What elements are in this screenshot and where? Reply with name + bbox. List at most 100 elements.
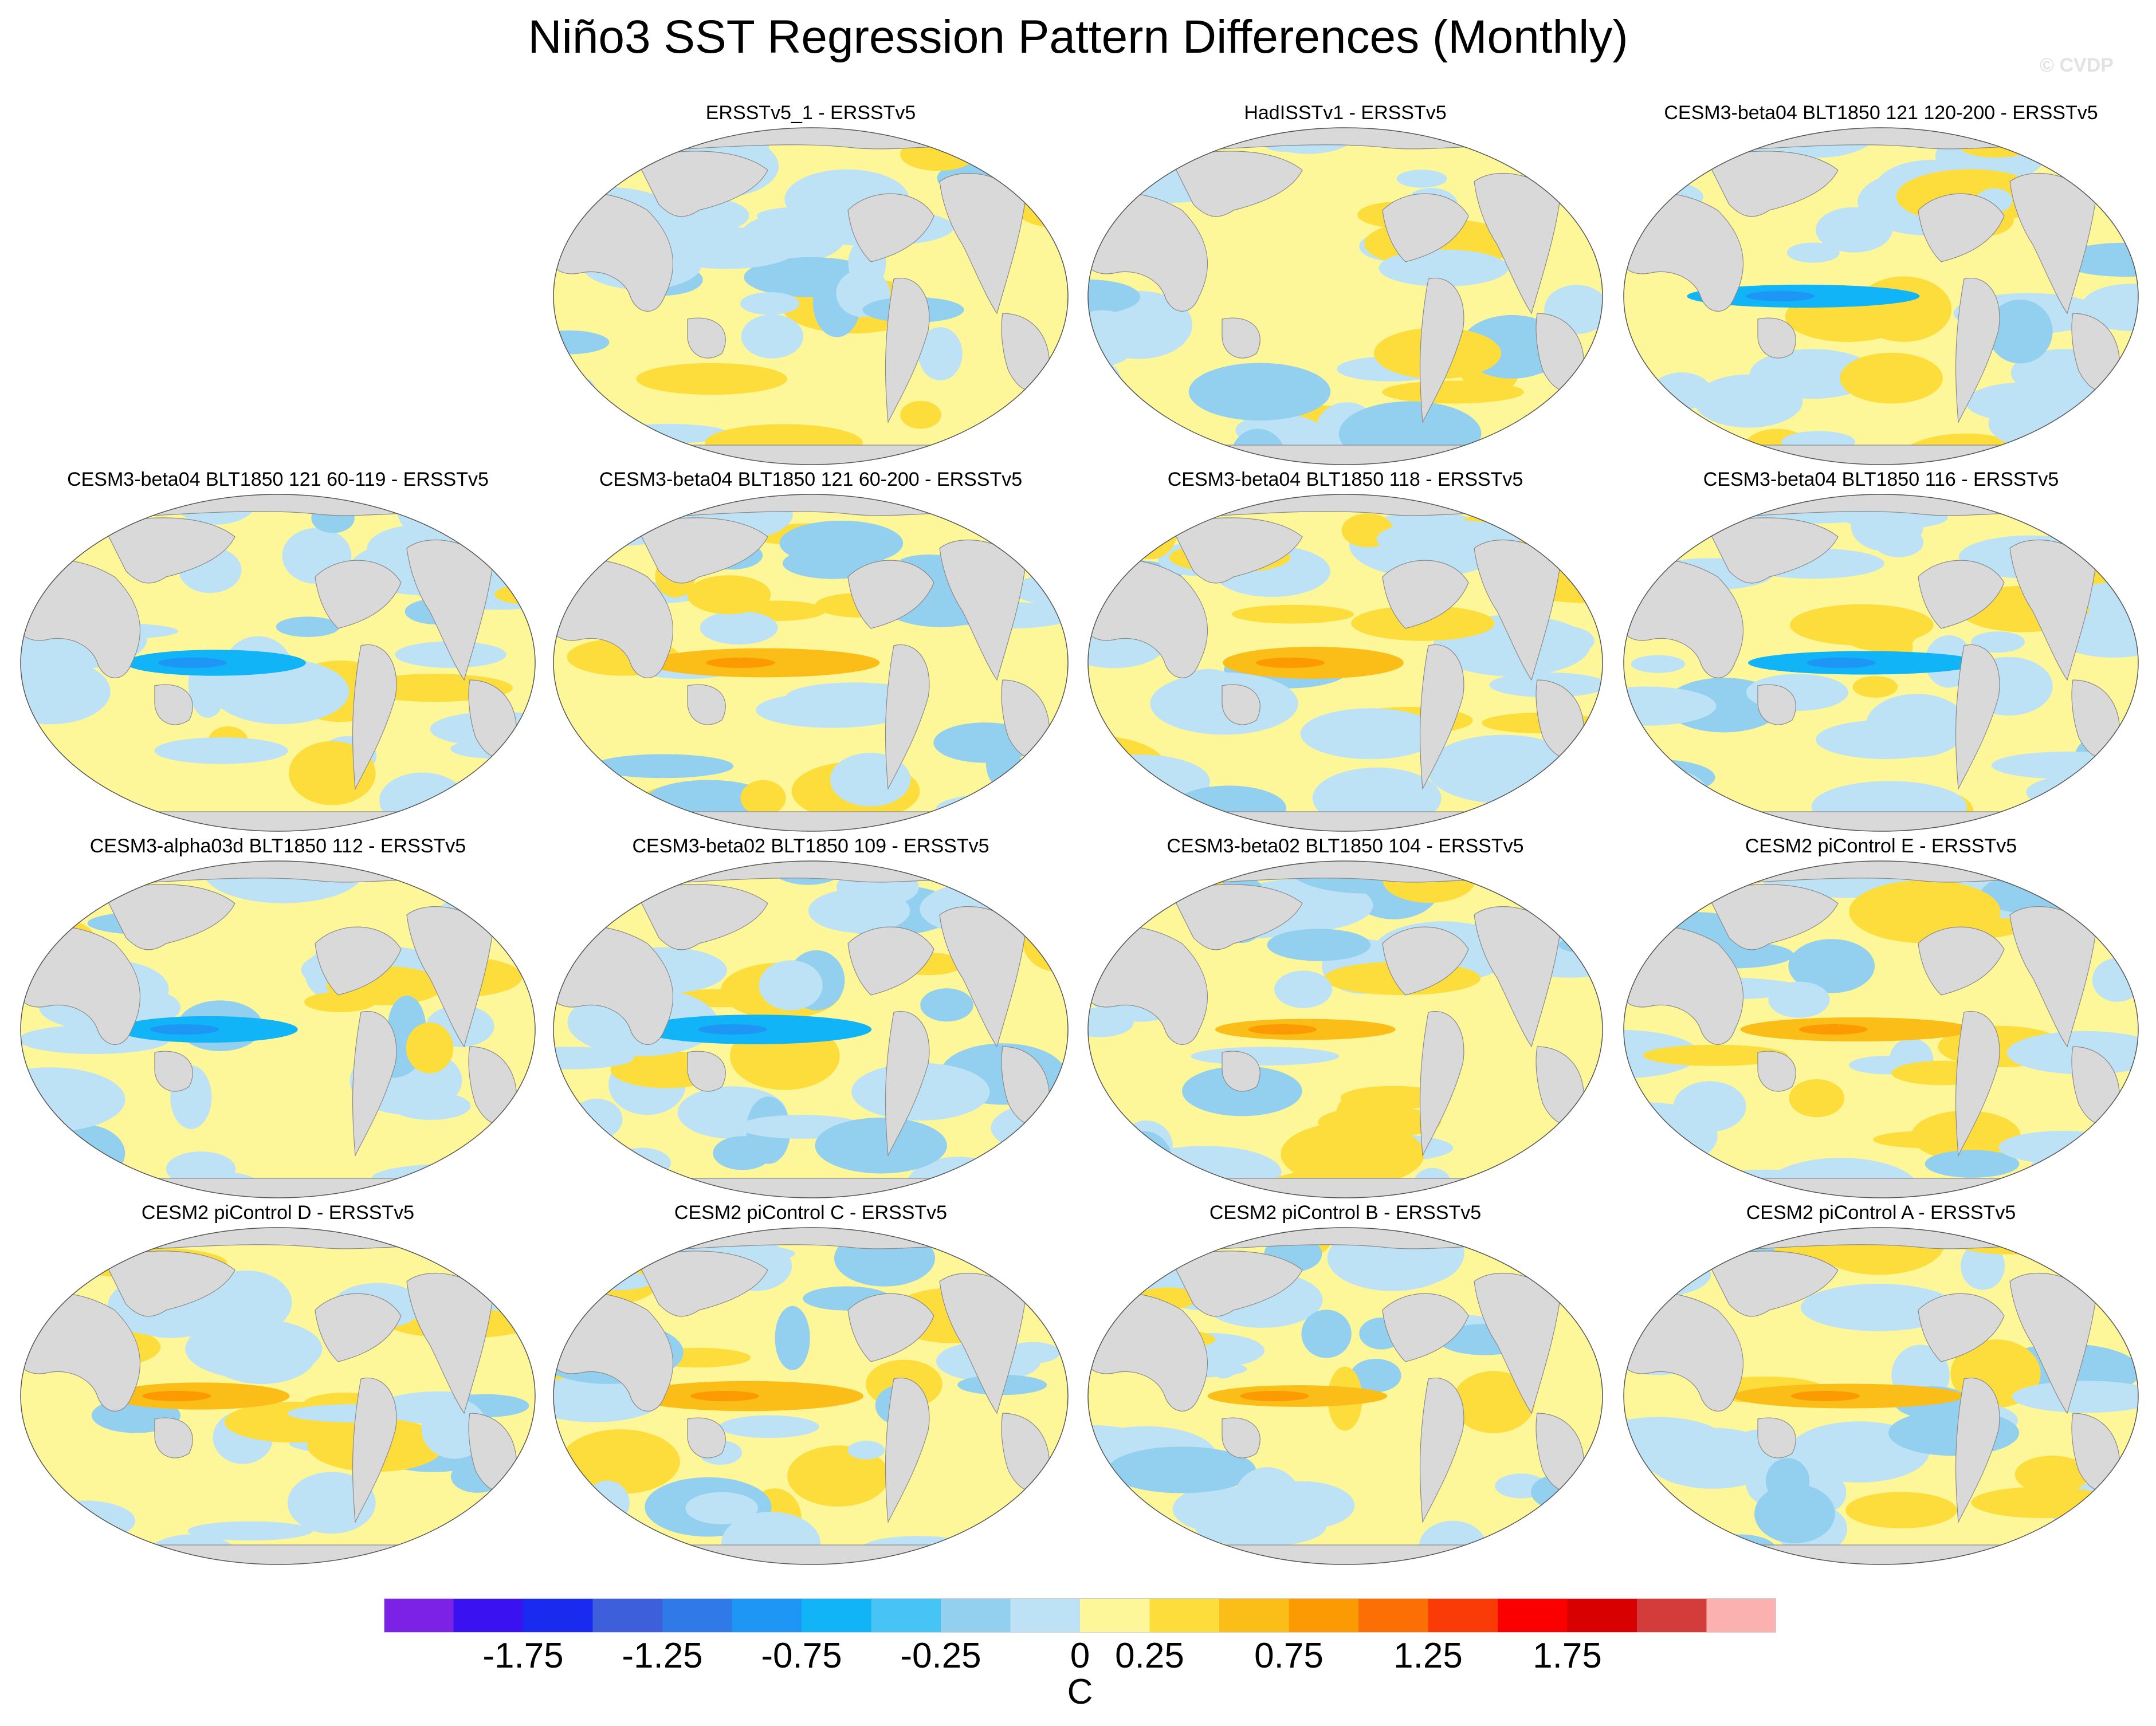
anomaly-region — [564, 1228, 661, 1251]
anomaly-region — [685, 1492, 758, 1524]
anomaly-region — [1631, 655, 1686, 673]
anomaly-region — [1965, 382, 2083, 422]
map-panel — [1623, 494, 2139, 832]
anomaly-region — [713, 1136, 772, 1170]
land-mass — [1088, 1292, 1208, 1412]
colorbar-box — [871, 1598, 941, 1633]
anomaly-region — [2078, 1265, 2128, 1286]
anomaly-region — [612, 1147, 671, 1178]
equatorial-core — [1240, 1391, 1309, 1401]
anomaly-region — [21, 792, 85, 831]
anomaly-region — [2053, 419, 2138, 455]
land-mass — [1624, 925, 1743, 1045]
anomaly-region — [593, 754, 734, 779]
land-mass — [1955, 644, 2000, 791]
map-outline — [553, 127, 1069, 465]
land-mass — [885, 644, 930, 791]
anomaly-region — [1267, 929, 1371, 961]
map-panel — [1087, 1227, 1603, 1565]
equatorial-core — [1256, 658, 1325, 668]
anomaly-region — [560, 1429, 680, 1495]
anomaly-region — [636, 363, 787, 395]
anomaly-region — [2014, 1456, 2090, 1493]
anomaly-region — [1281, 1122, 1424, 1186]
anomaly-region — [1300, 708, 1440, 760]
anomaly-region — [1231, 604, 1354, 624]
land-mass — [1088, 192, 1208, 312]
panel-title: CESM2 piControl C - ERSSTv5 — [674, 1202, 948, 1224]
land-mass — [1222, 317, 1260, 359]
anomaly-region — [1566, 443, 1603, 465]
colorbar-box — [1498, 1598, 1568, 1633]
land-mass — [1706, 1251, 1839, 1317]
panel-title: CESM2 piControl D - ERSSTv5 — [141, 1202, 415, 1224]
anomaly-region — [477, 1173, 535, 1198]
anomaly-region — [808, 888, 910, 933]
anomaly-region — [719, 1415, 819, 1438]
colorbar-box — [1358, 1598, 1428, 1633]
anomaly-region — [1452, 1371, 1535, 1433]
land-mass — [1419, 277, 1464, 424]
land-mass — [1918, 926, 2005, 996]
anomaly-region — [21, 504, 111, 525]
land-mass — [352, 644, 397, 791]
land-mass — [352, 1011, 397, 1157]
anomaly-region — [21, 1067, 125, 1132]
anomaly-region — [585, 1480, 630, 1526]
land-mass — [687, 317, 726, 359]
colorbar-box — [1567, 1598, 1637, 1633]
anomaly-region — [1961, 1242, 2005, 1290]
anomaly-region — [1768, 981, 1830, 1018]
land-mass — [1624, 559, 1743, 678]
anomaly-region — [1088, 310, 1138, 367]
map-outline — [1623, 494, 2139, 832]
land-mass — [1170, 151, 1303, 217]
colorbar-tick-label: 1.25 — [1393, 1636, 1463, 1676]
map-outline — [1087, 1227, 1603, 1565]
map-panel — [553, 1227, 1069, 1565]
land-mass — [1955, 1377, 2000, 1524]
colorbar-box — [453, 1598, 524, 1633]
colorbar-tick-label: 1.75 — [1533, 1636, 1602, 1676]
land-mass — [315, 926, 402, 996]
anomaly-region — [37, 1124, 125, 1183]
land-mass — [1419, 644, 1464, 791]
anomaly-region — [1501, 494, 1603, 534]
colorbar-tick-label: 0 — [1070, 1636, 1090, 1676]
anomaly-region — [1852, 676, 1898, 698]
anomaly-region — [1624, 128, 1709, 180]
anomaly-region — [1108, 1446, 1256, 1493]
anomaly-region — [207, 1326, 316, 1384]
anomaly-region — [1437, 741, 1507, 789]
colorbar-unit: C — [1067, 1672, 1093, 1712]
map-outline — [1087, 127, 1603, 465]
map-panel — [20, 860, 536, 1198]
anomaly-region — [1704, 1534, 1776, 1564]
anomaly-region — [211, 659, 349, 725]
anomaly-region — [1530, 626, 1595, 656]
anomaly-region — [1624, 686, 1717, 726]
anomaly-region — [406, 1023, 454, 1074]
panel-title: CESM2 piControl A - ERSSTv5 — [1746, 1202, 2016, 1224]
anomaly-region — [920, 988, 973, 1022]
land-mass — [847, 193, 934, 262]
anomaly-region — [1171, 785, 1287, 831]
colorbar-box — [523, 1598, 593, 1633]
land-mass — [885, 1377, 930, 1524]
land-mass — [1955, 277, 2000, 424]
land-mass — [847, 926, 934, 996]
land-mass — [21, 559, 140, 678]
land-mass — [1918, 560, 2005, 629]
anomaly-region — [1840, 352, 1943, 404]
equatorial-core — [1746, 291, 1815, 301]
panel-title: CESM2 piControl B - ERSSTv5 — [1209, 1202, 1482, 1224]
anomaly-region — [1525, 1228, 1603, 1283]
colorbar-tick-label: 0.25 — [1115, 1636, 1184, 1676]
map-panel — [20, 494, 536, 832]
anomaly-region — [2026, 774, 2138, 810]
panel-title: CESM3-beta02 BLT1850 104 - ERSSTv5 — [1167, 835, 1524, 857]
land-mass — [1419, 1011, 1464, 1157]
anomaly-region — [1873, 1130, 1989, 1149]
anomaly-region — [34, 1500, 136, 1542]
anomaly-region — [1350, 1359, 1401, 1393]
